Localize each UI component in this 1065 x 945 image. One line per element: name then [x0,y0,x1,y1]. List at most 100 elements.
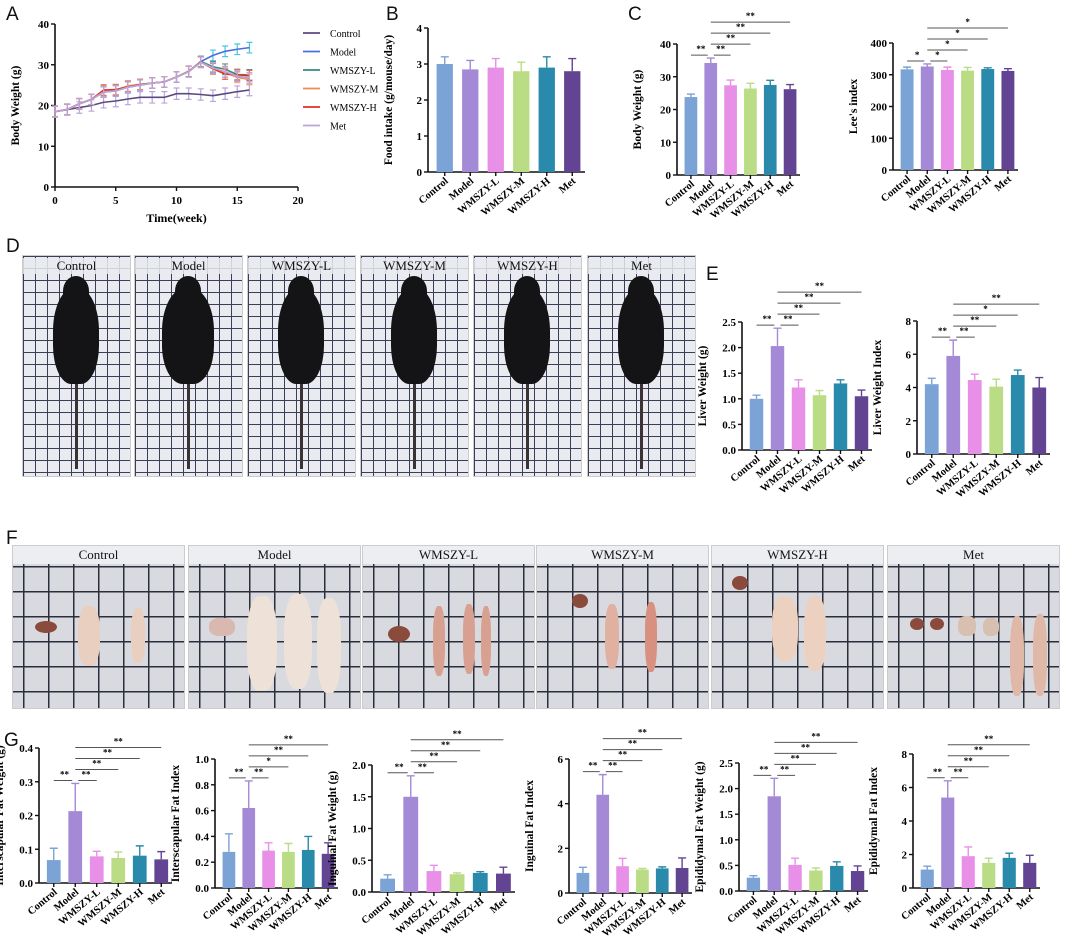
bar-wmszy-h [1010,375,1025,454]
tissue-sample [772,596,798,661]
bar-model [242,808,256,888]
x-tick-label: 0 [52,195,58,207]
significance-marker: ** [791,753,801,763]
y-tick-label: 20 [38,101,50,113]
error-bar [578,866,587,873]
error-bar [499,866,508,874]
y-tick-label: 4 [906,383,912,395]
y-axis-label: Liver Weight Index [872,340,884,436]
chart-a: 0 10 20 30 40 Body Weight (g) 0 5 10 15 20 Time(wee… [10,19,378,225]
y-tick-label: 30 [38,60,50,72]
bar-met [675,867,689,893]
bar-met [783,89,797,175]
bar-wmszy-m [961,70,975,170]
error-bar [791,857,800,865]
error-bar [983,67,992,70]
panel-letter-d: D [6,236,20,257]
significance-marker: ** [234,767,244,777]
bar-control [684,97,698,175]
bar-model [596,794,610,893]
bar-wmszy-m [809,870,823,891]
error-bar [383,874,392,879]
bar-model [767,796,781,891]
bar-met [1032,387,1047,454]
x-tick-label: Met [1024,458,1045,478]
significance-marker: ** [805,292,815,302]
mouse-tail [413,381,416,469]
y-tick-label: 0.4 [195,831,209,843]
error-bar [429,864,438,872]
error-bar [686,93,695,98]
y-tick-label: 0.5 [719,860,733,872]
y-tick-label: 6 [906,349,912,361]
photo-label: WMSZY-M [537,546,708,564]
panel-letter-b: B [386,4,399,25]
bar-wmszy-l [967,380,982,454]
y-tick-label: 2 [902,850,908,862]
error-bar [923,865,932,870]
y-tick-label: 1.0 [195,754,209,766]
y-tick-label: 6 [558,754,564,766]
y-tick-label: 2.0 [352,760,366,772]
y-tick-label: 1.0 [352,824,366,836]
significance-marker: ** [638,728,648,738]
y-axis-label: Epididymal Fat Weight (g) [694,761,706,892]
photo-mouse-model: Model [134,255,243,477]
x-tick-label: Met [847,454,868,474]
series-line [54,89,250,113]
y-tick-label: 0.1 [19,844,33,856]
bar-wmszy-h [763,84,777,175]
error-bar [678,857,687,868]
error-bar [71,782,80,812]
bar-control [380,878,395,892]
significance-marker: ** [759,764,769,774]
tissue-sample [910,618,924,630]
significance-marker: ** [984,734,994,744]
photo-label: Control [23,258,130,274]
chart-g3: 0.0 0.5 1.0 1.5 2.0 Inguinal Fat Weight (g) Co… [327,729,515,939]
significance-marker: ** [103,747,113,757]
error-bar [135,845,144,856]
bar-met [1001,70,1015,170]
error-bar [832,861,841,866]
y-tick-label: 8 [906,316,912,328]
legend-label: Met [330,122,346,133]
significance-marker: ** [608,761,618,771]
bar-control [900,69,914,170]
bar-wmszy-h [655,868,669,893]
y-tick-label: 300 [871,70,888,82]
significance-marker: ** [801,742,811,752]
bar-wmszy-l [791,387,806,450]
y-tick-label: 0 [882,165,888,177]
y-axis-label: Body Weight (g) [632,70,644,150]
x-tick-label: 15 [232,195,244,207]
error-bar [923,63,932,67]
y-axis-label: Body Weight (g) [10,66,22,146]
bar-met [854,396,869,450]
y-tick-label: 2.5 [719,758,733,770]
bar-control [222,851,236,888]
significance-marker: ** [453,729,463,739]
significance-marker: ** [82,769,92,779]
significance-marker: ** [254,767,264,777]
error-bar [658,866,667,869]
error-bar [1013,369,1022,376]
tissue-sample [804,596,826,671]
bar-wmszy-l [487,67,504,172]
y-tick-label: 20 [660,105,672,117]
x-tick-label: Met [843,895,864,915]
error-bar [853,865,862,872]
significance-marker: * [983,304,988,314]
tissue-sample [930,618,944,630]
error-bar [324,842,333,854]
y-tick-label: 2.0 [722,343,736,355]
bar-wmszy-l [616,866,629,893]
y-tick-label: 1.5 [722,368,736,380]
y-tick-label: 0.4 [19,743,33,755]
tissue-sample [481,606,491,676]
significance-marker: * [945,39,950,49]
legend-label: WMSZY-L [330,66,376,77]
bar-wmszy-h [833,383,848,450]
error-bar [304,835,313,850]
